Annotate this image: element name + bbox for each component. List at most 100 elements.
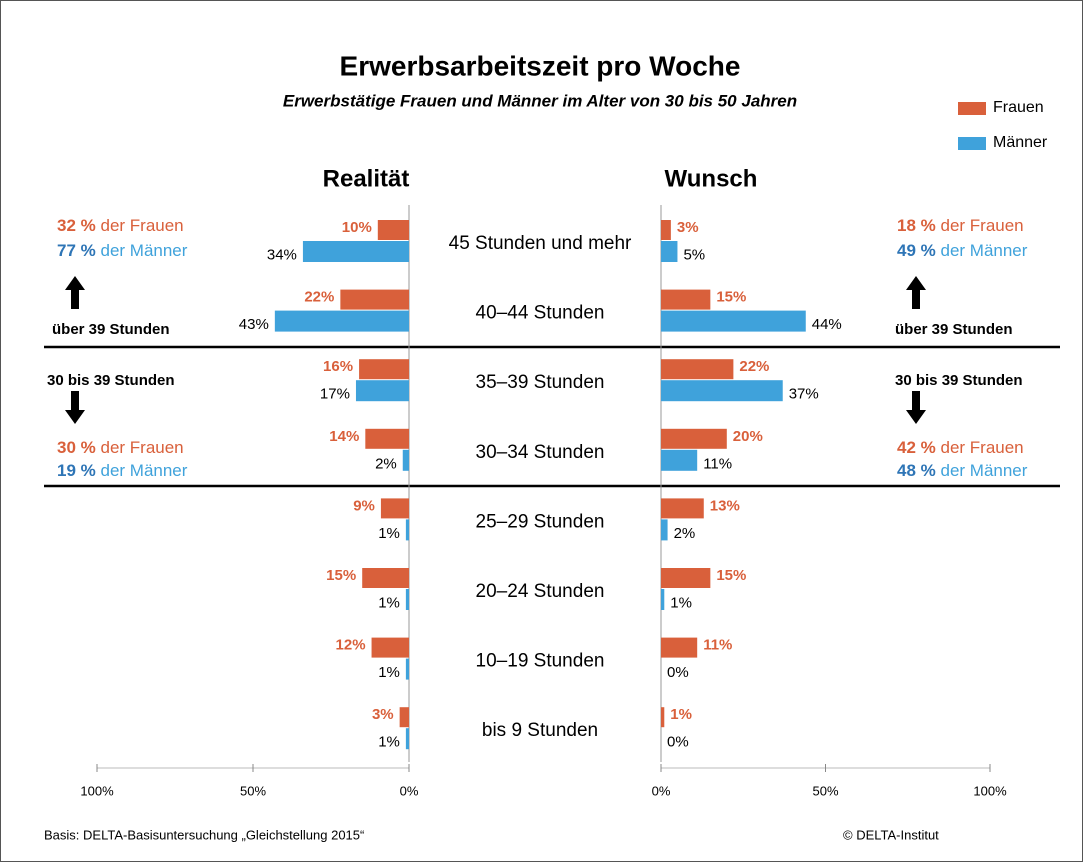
value-label: 17%	[320, 386, 350, 403]
value-label: 43%	[239, 316, 269, 333]
value-label: 10%	[342, 219, 372, 236]
value-label: 15%	[326, 567, 356, 584]
annotation: 77 % der Männer	[57, 241, 188, 260]
legend-swatch	[958, 137, 986, 150]
x-tick-label: 100%	[973, 783, 1007, 798]
x-tick-label: 0%	[652, 783, 671, 798]
bar	[661, 707, 665, 728]
value-label: 9%	[353, 497, 375, 514]
value-label: 3%	[677, 219, 699, 236]
x-tick-label: 50%	[240, 783, 266, 798]
annotation: 49 % der Männer	[897, 241, 1028, 260]
value-label: 12%	[336, 637, 366, 654]
panel-title: Realität	[323, 165, 410, 192]
annotation-value: 48 %	[897, 461, 936, 480]
bar	[302, 241, 409, 262]
bar	[405, 658, 409, 680]
annotation: 48 % der Männer	[897, 461, 1028, 480]
annotation: 19 % der Männer	[57, 461, 188, 480]
arrow	[906, 391, 926, 424]
bar	[661, 359, 734, 380]
group-label: 30 bis 39 Stunden	[47, 372, 175, 389]
legend-label: Frauen	[993, 99, 1044, 116]
annotation-value: 49 %	[897, 241, 936, 260]
bar	[274, 310, 409, 332]
bar	[359, 359, 409, 380]
credit: © DELTA-Institut	[843, 827, 939, 842]
value-label: 1%	[378, 664, 400, 681]
category-label: 35–39 Stunden	[476, 372, 605, 393]
bar	[402, 449, 409, 471]
bar	[661, 428, 727, 449]
legend-swatch	[958, 102, 986, 115]
bar	[661, 589, 665, 610]
bar	[661, 310, 806, 332]
annotation-text: der Frauen	[100, 438, 183, 457]
bar	[355, 380, 409, 402]
group-label: über 39 Stunden	[895, 321, 1013, 338]
bar	[661, 568, 711, 588]
bar	[405, 519, 409, 541]
annotation-value: 77 %	[57, 241, 96, 260]
annotation-value: 32 %	[57, 216, 96, 235]
annotation-value: 19 %	[57, 461, 96, 480]
annotation-value: 30 %	[57, 438, 96, 457]
bar	[405, 589, 409, 610]
value-label: 1%	[670, 594, 692, 611]
annotation-value: 18 %	[897, 216, 936, 235]
value-label: 1%	[378, 525, 400, 542]
value-label: 22%	[739, 358, 769, 375]
value-label: 0%	[667, 664, 689, 681]
value-label: 11%	[703, 637, 732, 654]
annotation-text: der Männer	[100, 241, 187, 260]
value-label: 15%	[716, 289, 746, 306]
chart-subtitle: Erwerbstätige Frauen und Männer im Alter…	[283, 91, 797, 110]
bar	[362, 568, 409, 588]
annotation-text: der Männer	[940, 461, 1027, 480]
bar	[661, 380, 783, 402]
bar	[661, 637, 698, 658]
annotation: 42 % der Frauen	[897, 438, 1024, 457]
value-label: 37%	[789, 386, 819, 403]
bar	[661, 220, 671, 240]
bar	[661, 498, 704, 519]
annotation-text: der Frauen	[940, 216, 1023, 235]
value-label: 44%	[812, 316, 842, 333]
value-label: 14%	[329, 428, 359, 445]
category-label: 20–24 Stunden	[476, 581, 605, 602]
bar	[661, 449, 698, 471]
value-label: 5%	[683, 246, 705, 263]
category-label: 25–29 Stunden	[476, 511, 605, 532]
value-label: 1%	[378, 734, 400, 751]
chart-title: Erwerbsarbeitszeit pro Woche	[340, 50, 741, 81]
category-label: 30–34 Stunden	[476, 442, 605, 463]
arrow	[65, 391, 85, 424]
x-tick-label: 0%	[400, 783, 419, 798]
value-label: 22%	[304, 289, 334, 306]
value-label: 1%	[670, 706, 692, 723]
legend-label: Männer	[993, 134, 1048, 151]
bar	[340, 289, 409, 310]
annotation-text: der Männer	[940, 241, 1027, 260]
value-label: 11%	[703, 455, 732, 472]
group-label: über 39 Stunden	[52, 321, 170, 338]
x-tick-label: 50%	[812, 783, 838, 798]
bar	[377, 220, 409, 240]
arrow	[65, 276, 85, 309]
bar	[661, 241, 678, 262]
group-label: 30 bis 39 Stunden	[895, 372, 1023, 389]
annotation-text: der Frauen	[100, 216, 183, 235]
value-label: 1%	[378, 594, 400, 611]
bar	[380, 498, 409, 519]
panel-title: Wunsch	[665, 165, 758, 192]
annotation-text: der Männer	[100, 461, 187, 480]
category-label: 40–44 Stunden	[476, 303, 605, 324]
bar	[405, 728, 409, 750]
annotation-text: der Frauen	[940, 438, 1023, 457]
annotation: 32 % der Frauen	[57, 216, 184, 235]
category-label: bis 9 Stunden	[482, 720, 598, 741]
bar	[399, 707, 409, 728]
bar	[365, 428, 409, 449]
